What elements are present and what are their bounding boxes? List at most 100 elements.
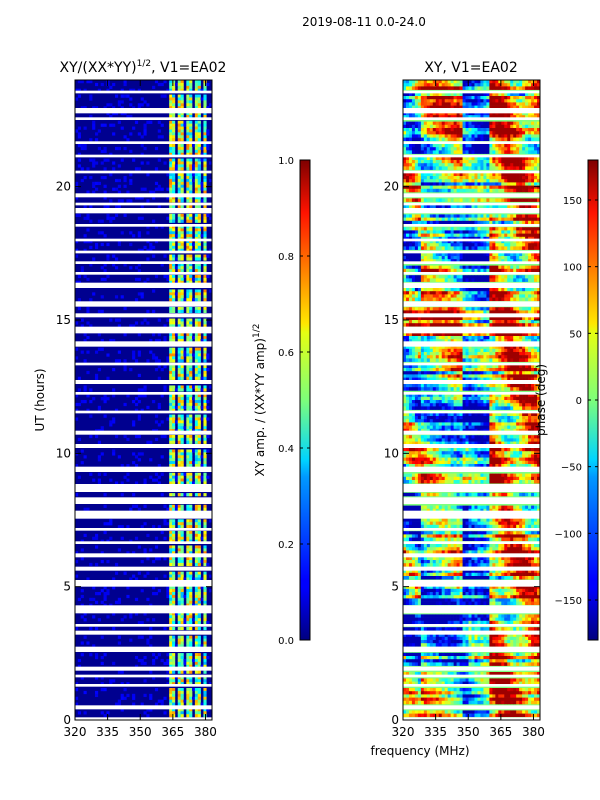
amplitude-cell <box>114 600 119 604</box>
amplitude-cell <box>194 440 199 444</box>
phase-cell <box>498 291 502 295</box>
phase-cell <box>423 134 428 138</box>
phase-cell <box>414 297 419 302</box>
amplitude-cell <box>180 376 184 380</box>
amplitude-cell <box>197 472 201 476</box>
amplitude-cell <box>157 184 161 188</box>
amplitude-cell <box>126 94 130 98</box>
phase-cell <box>486 291 490 295</box>
phase-cell <box>444 185 448 190</box>
amplitude-cell <box>194 594 199 599</box>
amplitude-cell <box>172 589 176 593</box>
phase-cell <box>444 275 448 279</box>
amplitude-cell <box>186 504 190 508</box>
amplitude-cell <box>160 187 164 191</box>
phase-cell <box>438 252 443 257</box>
phase-cell <box>459 147 463 151</box>
amplitude-cell <box>172 176 176 180</box>
phase-cell <box>435 204 440 209</box>
phase-cell <box>417 320 422 324</box>
phase-cell <box>498 185 502 190</box>
amplitude-cell <box>180 132 184 136</box>
phase-cell <box>516 150 520 154</box>
amplitude-cell <box>180 359 184 363</box>
amplitude-cell <box>189 100 193 104</box>
amplitude-cell <box>197 347 201 351</box>
amplitude-cell <box>189 149 193 154</box>
amplitude-cell <box>189 167 193 171</box>
phase-cell <box>534 134 538 138</box>
phase-cell <box>403 268 407 273</box>
phase-cell <box>498 179 502 183</box>
amplitude-cell <box>143 245 147 250</box>
phase-cell <box>438 179 443 183</box>
amplitude-cell <box>186 656 190 660</box>
amplitude-cell <box>194 539 199 543</box>
phase-cell <box>429 131 434 135</box>
amplitude-cell <box>186 519 190 523</box>
phase-cell <box>486 160 490 164</box>
amplitude-cell <box>197 248 201 252</box>
phase-cell <box>429 86 434 90</box>
amplitude-cell <box>112 586 116 590</box>
amplitude-cell <box>103 205 107 209</box>
amplitude-cell <box>194 661 199 666</box>
phase-cell <box>471 204 475 209</box>
phase-cell <box>528 176 532 180</box>
amplitude-cell <box>180 603 184 607</box>
amplitude-cell <box>172 426 176 430</box>
amplitude-cell <box>177 682 181 686</box>
amplitude-cell <box>180 385 184 389</box>
amplitude-cell <box>180 242 184 247</box>
phase-cell <box>426 137 431 142</box>
phase-cell <box>510 80 514 84</box>
amplitude-cell <box>180 94 184 98</box>
phase-cell <box>504 86 508 90</box>
phase-cell <box>507 124 511 129</box>
phase-cell <box>489 86 493 90</box>
phase-cell <box>441 185 445 190</box>
phase-cell <box>459 112 463 116</box>
amplitude-cell <box>97 129 101 133</box>
amplitude-cell <box>203 507 207 511</box>
phase-cell <box>438 182 443 186</box>
phase-cell <box>519 243 523 247</box>
amplitude-cell <box>194 702 199 706</box>
phase-cell <box>477 134 481 138</box>
phase-cell <box>462 220 466 225</box>
amplitude-cell <box>177 621 181 625</box>
amplitude-cell <box>203 679 207 683</box>
phase-cell <box>462 147 466 151</box>
amplitude-cell <box>117 455 121 459</box>
amplitude-cell <box>100 266 104 270</box>
amplitude-cell <box>169 615 173 619</box>
phase-cell <box>423 243 428 247</box>
amplitude-cell <box>132 356 136 360</box>
amplitude-cell <box>189 481 193 485</box>
phase-cell <box>435 268 440 273</box>
amplitude-cell <box>203 152 207 156</box>
phase-cell <box>435 160 440 164</box>
amplitude-cell <box>169 711 173 715</box>
phase-cell <box>480 150 484 154</box>
phase-cell <box>489 297 493 302</box>
phase-cell <box>510 233 514 238</box>
phase-cell <box>408 166 413 170</box>
phase-cell <box>537 80 540 84</box>
phase-cell <box>403 275 407 279</box>
amplitude-cell <box>177 205 181 209</box>
amplitude-cell <box>123 146 127 151</box>
phase-cell <box>426 163 431 167</box>
phase-cell <box>486 297 490 302</box>
phase-cell <box>471 288 475 292</box>
phase-cell <box>513 227 517 231</box>
phase-cell <box>447 316 451 321</box>
phase-cell <box>456 105 460 110</box>
amplitude-cell <box>166 676 170 680</box>
phase-cell <box>507 92 511 97</box>
amplitude-cell <box>194 449 199 453</box>
phase-cell <box>444 188 448 193</box>
amplitude-colorbar-gradient <box>299 159 311 641</box>
amplitude-cell <box>192 481 196 485</box>
phase-cell <box>537 307 540 311</box>
